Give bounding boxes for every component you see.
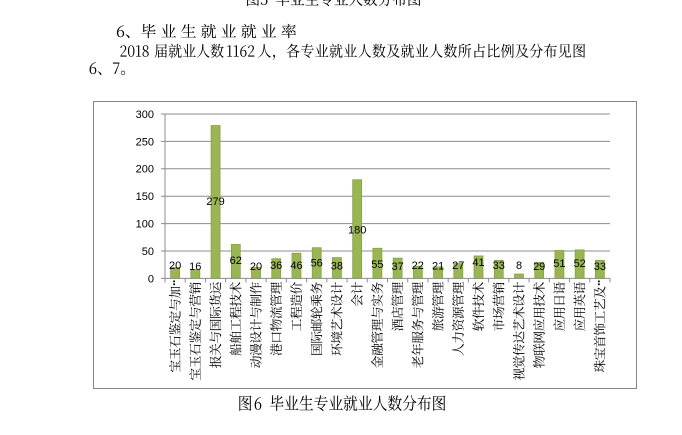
svg-text:8: 8 (516, 260, 522, 272)
svg-text:20: 20 (169, 260, 181, 272)
svg-text:55: 55 (371, 259, 383, 271)
svg-text:33: 33 (594, 261, 606, 273)
svg-text:52: 52 (574, 258, 586, 270)
svg-text:200: 200 (136, 164, 154, 176)
svg-text:279: 279 (206, 196, 224, 208)
svg-text:38: 38 (331, 260, 343, 272)
svg-text:51: 51 (553, 258, 565, 270)
svg-text:37: 37 (391, 261, 403, 273)
svg-text:100: 100 (136, 219, 154, 231)
svg-text:50: 50 (142, 246, 154, 258)
svg-text:29: 29 (533, 261, 545, 273)
svg-text:36: 36 (270, 260, 282, 272)
svg-text:0: 0 (148, 273, 154, 285)
svg-text:300: 300 (136, 109, 154, 121)
svg-text:62: 62 (230, 255, 242, 267)
svg-text:180: 180 (348, 225, 366, 237)
svg-text:250: 250 (136, 136, 154, 148)
svg-text:46: 46 (290, 260, 302, 272)
svg-text:16: 16 (189, 261, 201, 273)
svg-text:27: 27 (452, 260, 464, 272)
svg-text:56: 56 (311, 258, 323, 270)
svg-text:33: 33 (493, 260, 505, 272)
svg-text:150: 150 (136, 191, 154, 203)
svg-text:22: 22 (412, 260, 424, 272)
svg-text:20: 20 (250, 261, 262, 273)
svg-text:21: 21 (432, 261, 444, 273)
svg-text:41: 41 (472, 257, 484, 269)
